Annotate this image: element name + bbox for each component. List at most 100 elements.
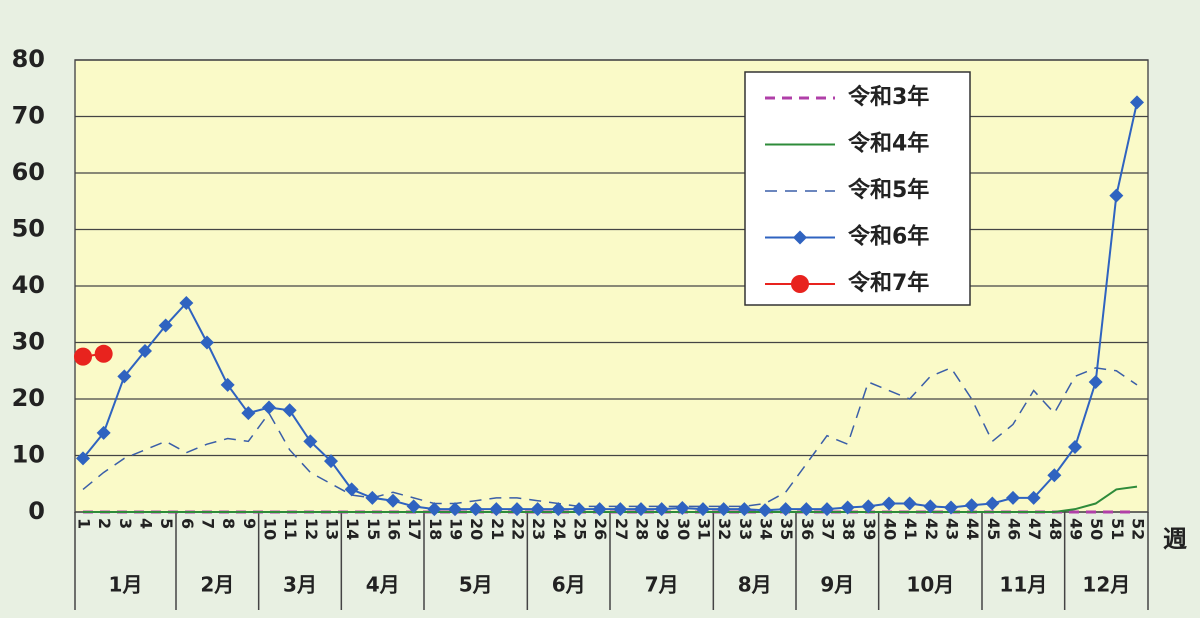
marker [799,502,814,517]
x-tick-label: 28 [633,518,652,540]
line [83,485,1138,513]
marker [861,499,876,514]
x-tick-label: 40 [881,518,900,540]
y-tick-label: 30 [12,328,45,356]
x-tick-label: 19 [447,518,466,540]
marker [716,502,731,517]
x-tick-label: 23 [529,518,548,540]
marker [468,502,483,517]
marker [675,501,690,516]
marker [489,502,504,517]
legend-label: 令和4年 [848,131,929,157]
marker [882,496,896,511]
series [82,366,1138,508]
marker [96,425,111,440]
x-tick-label: 22 [509,518,528,540]
x-tick-label: 30 [674,518,693,540]
y-tick-label: 80 [12,45,45,73]
marker [613,502,628,517]
x-tick-label: 48 [1046,518,1065,540]
marker [572,502,586,517]
marker [1068,440,1082,455]
month-label: 11月 [999,573,1047,597]
y-tick-label: 50 [12,215,45,243]
x-tick-label: 18 [426,518,445,540]
x-tick-label: 20 [467,518,486,540]
line [82,366,1138,508]
marker [282,403,297,418]
marker [778,502,793,517]
marker [530,502,545,517]
marker [1026,490,1041,505]
x-tick-label: 46 [1005,518,1024,540]
legend-label: 令和5年 [848,177,929,203]
marker [1006,490,1020,505]
marker [793,230,807,245]
x-tick-label: 3 [116,518,135,529]
x-tick-label: 51 [1108,518,1127,540]
x-tick-label: 52 [1129,518,1148,540]
x-axis-label: 週 [1163,525,1187,553]
x-tick-label: 2 [95,518,114,529]
month-label: 10月 [906,573,954,597]
x-tick-label: 4 [137,518,156,529]
month-label: 5月 [459,573,493,597]
series [83,485,1138,513]
series [76,95,1144,518]
marker [592,502,607,517]
x-tick-label: 42 [922,518,941,540]
marker [179,295,194,310]
marker [1130,95,1144,110]
marker [324,454,338,469]
x-tick-label: 27 [612,518,631,540]
x-tick-label: 44 [963,518,982,540]
marker [241,406,256,421]
x-tick-label: 15 [364,518,383,540]
x-tick-label: 32 [715,518,734,540]
marker [634,502,648,517]
marker [303,434,318,449]
marker [220,377,235,392]
marker [74,347,92,366]
marker [923,499,938,514]
y-tick-label: 60 [12,158,45,186]
marker [696,502,710,517]
x-tick-label: 21 [488,518,507,540]
marker [820,502,834,517]
marker [406,499,421,514]
marker [76,451,90,466]
x-tick-label: 26 [591,518,610,540]
marker [138,343,152,358]
series [74,344,113,366]
y-tick-label: 40 [12,271,45,299]
y-tick-label: 0 [28,497,45,525]
marker [737,502,752,517]
marker [1109,188,1124,203]
x-tick-label: 45 [984,518,1003,540]
marker [791,275,809,293]
x-tick-label: 29 [653,518,672,540]
x-tick-label: 50 [1087,518,1106,540]
x-tick-label: 25 [571,518,590,540]
marker [200,335,214,350]
month-label: 9月 [820,573,854,597]
marker [386,493,400,508]
marker [551,502,566,517]
month-label: 4月 [366,573,400,597]
marker [1047,468,1062,483]
x-tick-label: 33 [736,518,755,540]
x-tick-label: 38 [839,518,858,540]
marker [510,502,524,517]
month-label: 8月 [738,573,772,597]
x-tick-label: 37 [819,518,838,540]
x-tick-label: 43 [943,518,962,540]
marker [344,482,359,497]
marker [985,496,1000,511]
x-tick-label: 8 [219,518,238,529]
x-tick-label: 11 [281,518,300,540]
x-tick-label: 9 [240,518,259,529]
line [82,102,1138,512]
marker [902,496,917,511]
x-tick-label: 24 [550,518,569,540]
x-tick-label: 17 [405,518,424,540]
